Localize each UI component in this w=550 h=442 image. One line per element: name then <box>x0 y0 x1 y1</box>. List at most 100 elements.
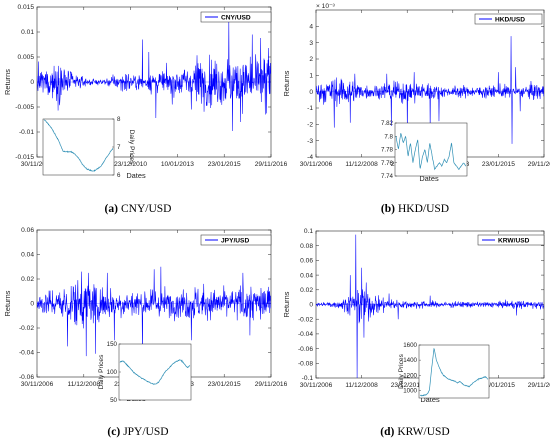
inset-tick-label: 8 <box>117 116 121 123</box>
x-axis-label: Dates <box>126 171 146 180</box>
inset-price-line <box>419 347 489 397</box>
y-tick-label: -0.01 <box>19 129 34 136</box>
inset-price-line <box>119 359 191 386</box>
y-tick-label: -0.1 <box>302 375 314 382</box>
panel-caption: (a) CNY/USD <box>105 203 172 215</box>
y-tick-label: 0.04 <box>300 272 313 279</box>
x-tick-label: 29/11/2016 <box>255 381 288 388</box>
x-tick-label: 11/12/2008 <box>345 382 378 389</box>
legend-label: CNY/USD <box>221 14 251 21</box>
y-tick-label: 0.06 <box>21 227 34 234</box>
y-tick-label: 0.02 <box>21 276 34 283</box>
caption-text: HKD/USD <box>398 203 449 215</box>
x-tick-label: 10/01/2013 <box>161 161 194 168</box>
inset-frame <box>418 344 490 399</box>
y-tick-label: -0.015 <box>15 154 34 161</box>
inset-tick-label: 1200 <box>403 372 417 379</box>
inset-tick-label: 7.78 <box>381 147 394 154</box>
inset-tick-label: 1000 <box>403 387 417 394</box>
legend-box <box>474 13 543 25</box>
y-tick-label: -4 <box>307 154 313 161</box>
inset-tick-label: 6 <box>117 172 121 179</box>
y-tick-label: 4 <box>309 24 313 31</box>
panel-d: 0.1 0.08 0.06 0.04 0.02 0 -0.02 -0.04 -0.06 -0.08… <box>282 228 550 438</box>
caption-letter: (c) <box>107 426 120 438</box>
y-tick-label: -2 <box>307 122 313 129</box>
inset-price-line <box>395 133 467 171</box>
legend-label: JPY/USD <box>221 237 249 244</box>
x-tick-label: 23/01/2015 <box>482 161 515 168</box>
inset-frame <box>42 118 115 176</box>
returns-series-line <box>37 19 271 132</box>
inset-tick-label: 7.76 <box>381 160 394 167</box>
y-tick-label: 0.02 <box>300 287 313 294</box>
caption-text: JPY/USD <box>123 426 168 438</box>
legend-box <box>200 234 272 246</box>
panel-caption: (d) KRW/USD <box>380 426 449 438</box>
panel-caption: (c) JPY/USD <box>107 426 168 438</box>
inset-tick-label: 7.8 <box>384 133 393 140</box>
inset-tick-label: 50 <box>110 397 117 404</box>
inset-tick-label: 7.82 <box>381 120 394 127</box>
inset-tick-label: 1600 <box>403 342 417 349</box>
panel-caption: (b) HKD/USD <box>381 203 449 215</box>
x-tick-label: 29/11/2016 <box>255 161 288 168</box>
inset-tick-label: 100 <box>107 369 118 376</box>
inset-tick-label: 150 <box>107 341 118 348</box>
panel-a: 0.015 0.01 0.005 0 -0.005 -0.01 -0.01530/11/20… <box>3 4 288 215</box>
caption-letter: (b) <box>381 203 395 215</box>
y-tick-label: -0.04 <box>298 331 313 338</box>
y-tick-label: 2 <box>309 56 313 63</box>
legend-box <box>200 11 272 23</box>
caption-text: KRW/USD <box>397 426 449 438</box>
inset-y-label: Daily Prices <box>128 130 135 166</box>
legend-label: HKD/USD <box>495 16 525 23</box>
y-tick-label: 0.08 <box>300 243 313 250</box>
x-tick-label: 29/11/2016 <box>528 161 550 168</box>
y-tick-label: -0.04 <box>19 350 34 357</box>
panel-b: 43210-1-2-3-430/11/200611/12/200823/12/2… <box>282 3 550 215</box>
x-tick-label: 11/12/2008 <box>345 161 378 168</box>
x-tick-label: 23/01/2015 <box>208 161 241 168</box>
returns-series-line <box>316 36 544 144</box>
y-tick-label: 0.1 <box>304 228 313 235</box>
x-tick-label: 30/11/2006 <box>300 161 333 168</box>
y-tick-label: 1 <box>309 73 313 80</box>
x-axis-label: Dates <box>419 174 439 183</box>
y-tick-label: -0.005 <box>15 104 34 111</box>
x-tick-label: 30/11/2006 <box>21 381 54 388</box>
y-axis-label: Returns <box>3 69 12 95</box>
y-tick-label: 0.06 <box>300 258 313 265</box>
y-tick-label: 3 <box>309 40 313 47</box>
y-tick-label: -0.08 <box>298 361 313 368</box>
x-tick-label: 29/11/2016 <box>528 382 550 389</box>
y-tick-label: -1 <box>307 105 313 112</box>
y-axis-label: Returns <box>3 290 12 316</box>
inset-tick-label: 1400 <box>403 357 417 364</box>
inset-frame <box>118 343 192 401</box>
returns-series-line <box>37 266 271 357</box>
y-tick-label: -0.02 <box>298 316 313 323</box>
y-tick-label: -3 <box>307 138 313 145</box>
inset-price-line <box>44 119 114 172</box>
x-tick-label: 23/01/2015 <box>208 381 241 388</box>
x-tick-label: 30/11/2006 <box>21 161 54 168</box>
inset-tick-label: 7.74 <box>381 173 394 180</box>
x-tick-label: 30/11/2006 <box>300 382 333 389</box>
y-tick-label: -0.06 <box>298 346 313 353</box>
inset-y-label: Daily Prices <box>98 354 105 390</box>
y-tick-label: 0 <box>309 89 313 96</box>
caption-text: CNY/USD <box>121 203 171 215</box>
legend-label: KRW/USD <box>498 237 530 244</box>
y-tick-label: 0.04 <box>21 252 34 259</box>
y-tick-label: -0.02 <box>19 325 34 332</box>
inset-tick-label: 7 <box>117 144 121 151</box>
returns-series-line <box>316 234 544 378</box>
legend-box <box>477 234 545 246</box>
y-tick-label: 0 <box>30 79 34 86</box>
y-tick-label: -0.06 <box>19 374 34 381</box>
y-tick-label: 0.005 <box>17 54 34 61</box>
inset-y-label: Daily Prices <box>398 353 405 389</box>
x-tick-label: 23/12/2010 <box>391 382 424 389</box>
